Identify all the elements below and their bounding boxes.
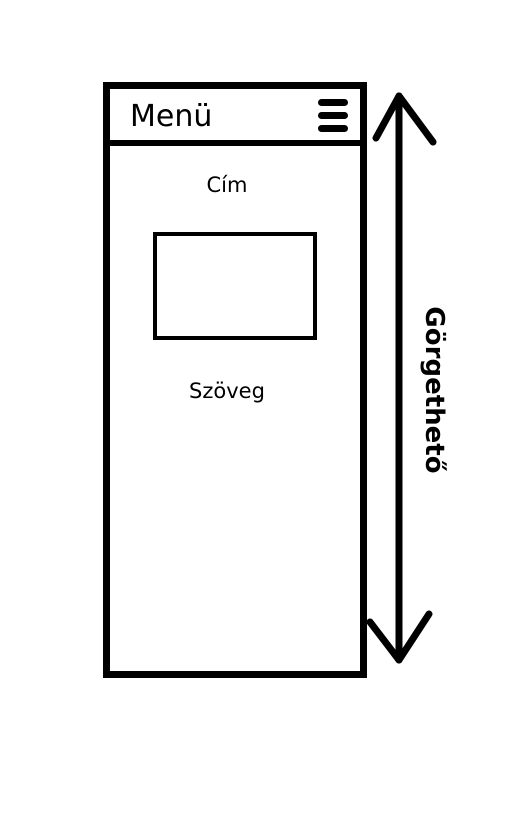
menu-label: Menü: [130, 99, 213, 134]
image-placeholder: [153, 232, 317, 340]
text-placeholder: Szöveg: [189, 379, 265, 403]
phone-frame: Menü Cím Szöveg: [103, 82, 367, 678]
menu-bar: Menü: [110, 89, 360, 146]
hamburger-icon[interactable]: [318, 99, 350, 135]
scrollable-label: Görgethető: [419, 306, 449, 474]
title-placeholder: Cím: [206, 173, 248, 197]
double-headed-arrow-icon: [366, 92, 437, 664]
